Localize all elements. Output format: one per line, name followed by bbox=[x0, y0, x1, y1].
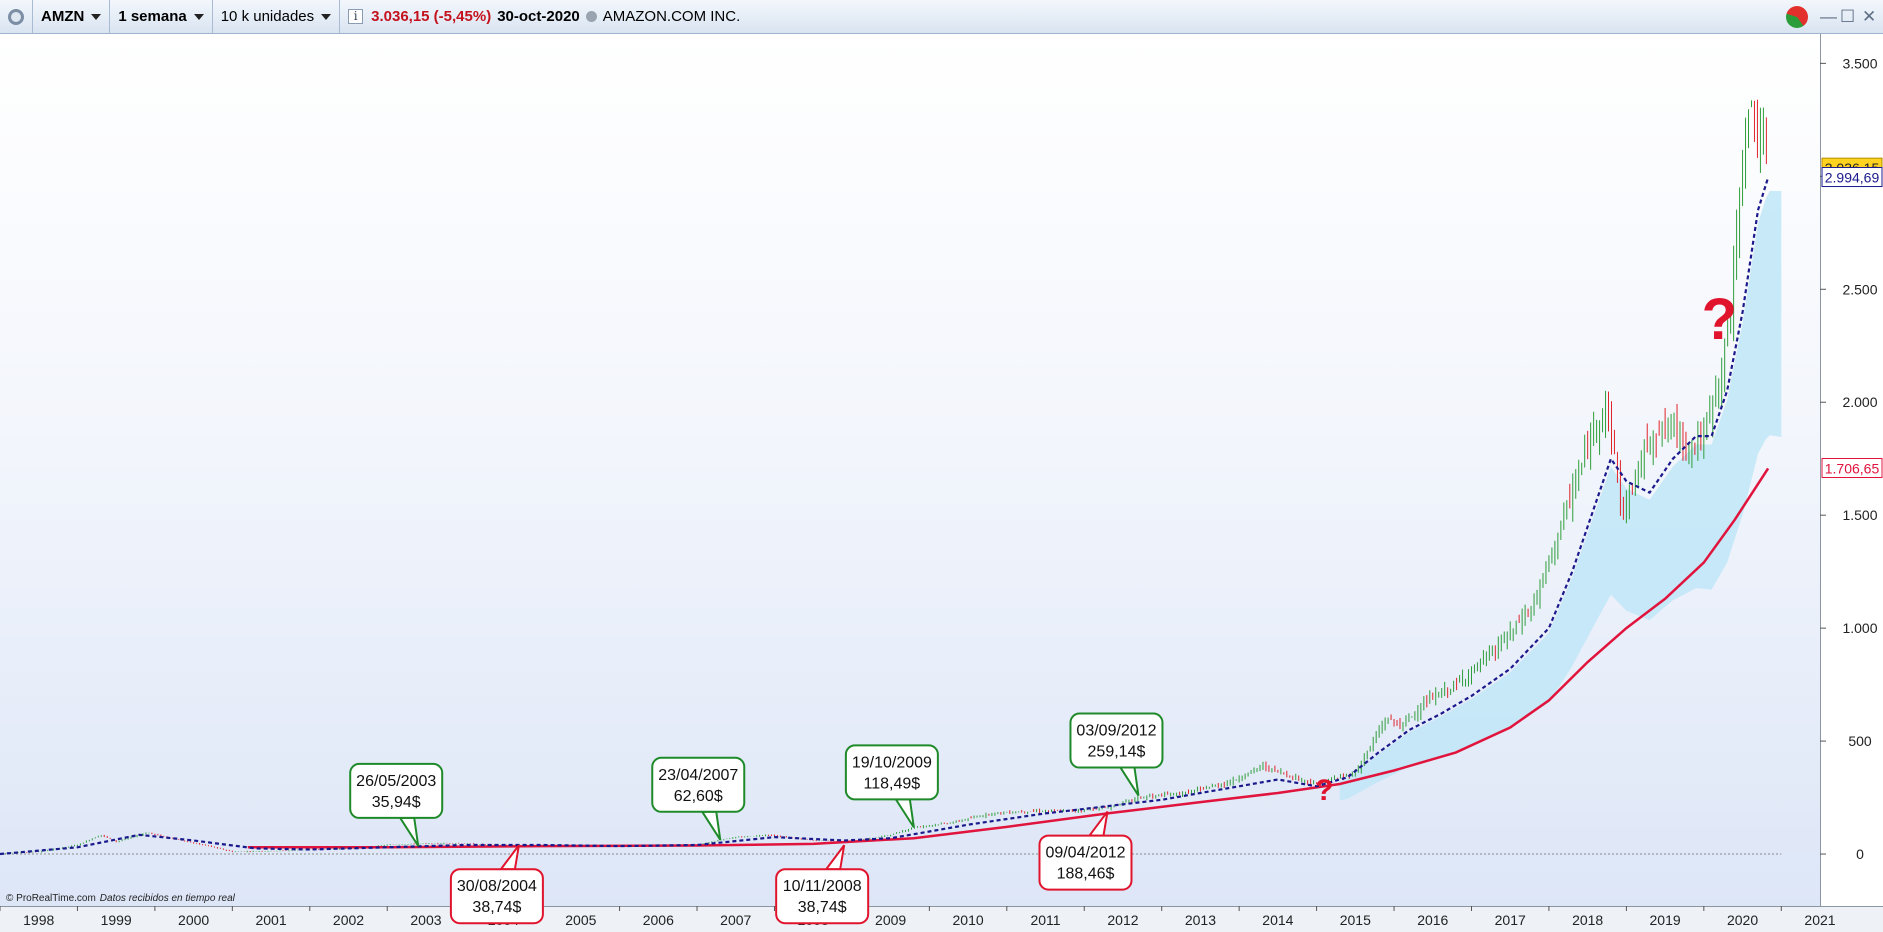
chevron-down-icon bbox=[193, 13, 204, 20]
time-tick-label: 1998 bbox=[23, 912, 54, 928]
price-tick-label: 1.500 bbox=[1842, 507, 1877, 523]
annotation-value: 35,94$ bbox=[372, 794, 421, 811]
annotation-value: 188,46$ bbox=[1057, 866, 1115, 883]
annotation-pointer bbox=[894, 798, 915, 828]
status-dot-icon bbox=[585, 11, 597, 22]
annotation-bubble bbox=[449, 868, 544, 925]
time-tick-label: 2005 bbox=[565, 912, 596, 928]
long-moving-average bbox=[247, 467, 1770, 849]
instrument-name: AMAZON.COM INC. bbox=[602, 8, 741, 25]
dashed-moving-average bbox=[0, 177, 1770, 856]
maximize-icon[interactable]: ☐ bbox=[1840, 7, 1856, 26]
settings-button[interactable] bbox=[0, 0, 33, 34]
price-tick-label: 2.000 bbox=[1842, 394, 1877, 410]
time-tick-label: 2007 bbox=[720, 912, 751, 928]
question-mark-icon: ? bbox=[1702, 287, 1737, 352]
time-tick-label: 2020 bbox=[1727, 912, 1758, 928]
price-tag-label: 1.706,65 bbox=[1825, 460, 1880, 476]
units-selector[interactable]: 10 k unidades bbox=[213, 0, 341, 34]
annotation-bubble bbox=[1069, 712, 1164, 769]
price-tag bbox=[1821, 167, 1883, 188]
last-quote: 3.036,15 (-5,45%) bbox=[371, 8, 492, 25]
annotation-pointer bbox=[498, 844, 520, 871]
annotation-date: 09/04/2012 bbox=[1045, 845, 1125, 862]
annotation-value: 38,74$ bbox=[798, 899, 847, 916]
annotation-pointer bbox=[824, 844, 846, 871]
time-tick-label: 2015 bbox=[1340, 912, 1371, 928]
price-tag bbox=[1821, 457, 1883, 478]
annotation-pointer bbox=[398, 816, 420, 847]
timeframe-selector[interactable]: 1 semana bbox=[110, 0, 213, 34]
time-tick-label: 2000 bbox=[178, 912, 209, 928]
time-tick-label: 2013 bbox=[1185, 912, 1216, 928]
time-tick-label: 2019 bbox=[1650, 912, 1681, 928]
annotation-date: 19/10/2009 bbox=[852, 754, 932, 771]
annotation-date: 03/09/2012 bbox=[1076, 723, 1156, 740]
time-tick-label: 2012 bbox=[1107, 912, 1138, 928]
footer-credit: © ProRealTime.com Datos recibidos en tiem… bbox=[6, 893, 235, 904]
time-tick-label: 2002 bbox=[333, 912, 364, 928]
price-tag-label: 2.994,69 bbox=[1825, 170, 1880, 186]
time-tick-label: 2021 bbox=[1804, 912, 1835, 928]
timeframe-label: 1 semana bbox=[118, 8, 187, 25]
annotation-value: 38,74$ bbox=[472, 899, 521, 916]
price-tick-label: 2.500 bbox=[1842, 281, 1877, 297]
chart-toolbar: AMZN 1 semana 10 k unidades i 3.036,15 (… bbox=[0, 0, 1883, 34]
annotation-bubble bbox=[775, 868, 870, 925]
annotation-date: 26/05/2003 bbox=[356, 773, 436, 790]
time-tick-label: 2009 bbox=[875, 912, 906, 928]
price-tick-label: 3.500 bbox=[1842, 55, 1877, 71]
realtime-note: Datos recibidos en tiempo real bbox=[99, 893, 235, 904]
sync-icon[interactable] bbox=[1786, 6, 1808, 28]
brand-text: © ProRealTime.com bbox=[6, 893, 96, 904]
question-mark-icon: ? bbox=[1315, 774, 1333, 807]
price-tick-label: 1.000 bbox=[1842, 620, 1877, 636]
annotation-pointer bbox=[1118, 766, 1140, 797]
annotation-bubble bbox=[844, 744, 939, 801]
annotation-value: 62,60$ bbox=[674, 788, 723, 805]
time-tick-label: 2018 bbox=[1572, 912, 1603, 928]
symbol-selector[interactable]: AMZN bbox=[33, 0, 111, 34]
info-icon[interactable]: i bbox=[348, 9, 364, 24]
annotation-value: 259,14$ bbox=[1088, 744, 1146, 761]
time-tick-label: 2014 bbox=[1262, 912, 1293, 928]
time-tick-label: 2001 bbox=[255, 912, 286, 928]
units-label: 10 k unidades bbox=[220, 8, 315, 25]
price-tick-label: 0 bbox=[1856, 846, 1864, 862]
annotation-date: 30/08/2004 bbox=[457, 878, 537, 895]
quote-date: 30-oct-2020 bbox=[497, 8, 580, 25]
time-tick-label: 2016 bbox=[1417, 912, 1448, 928]
time-axis[interactable] bbox=[0, 906, 1883, 932]
chevron-down-icon bbox=[321, 13, 332, 20]
time-tick-label: 2011 bbox=[1030, 912, 1060, 928]
price-tick-label: 500 bbox=[1848, 733, 1872, 749]
minimize-icon[interactable]: — bbox=[1820, 7, 1837, 26]
time-tick-label: 1999 bbox=[101, 912, 132, 928]
time-tick-label: 2017 bbox=[1495, 912, 1526, 928]
annotation-bubble bbox=[1038, 834, 1133, 891]
annotation-bubble bbox=[349, 762, 444, 819]
ichimoku-cloud bbox=[1339, 191, 1782, 801]
quote-info: i 3.036,15 (-5,45%) 30-oct-2020 AMAZON.C… bbox=[340, 0, 748, 34]
chevron-down-icon bbox=[91, 13, 102, 20]
close-icon[interactable]: ✕ bbox=[1862, 7, 1877, 26]
annotation-pointer bbox=[700, 810, 722, 841]
symbol-label: AMZN bbox=[41, 8, 85, 25]
annotation-bubble bbox=[651, 756, 746, 813]
time-tick-label: 2006 bbox=[643, 912, 674, 928]
annotation-date: 10/11/2008 bbox=[783, 878, 862, 895]
gear-icon bbox=[8, 8, 24, 25]
time-tick-label: 2003 bbox=[410, 912, 441, 928]
annotation-value: 118,49$ bbox=[864, 775, 921, 792]
time-tick-label: 2010 bbox=[953, 912, 984, 928]
annotation-date: 23/04/2007 bbox=[658, 767, 738, 784]
